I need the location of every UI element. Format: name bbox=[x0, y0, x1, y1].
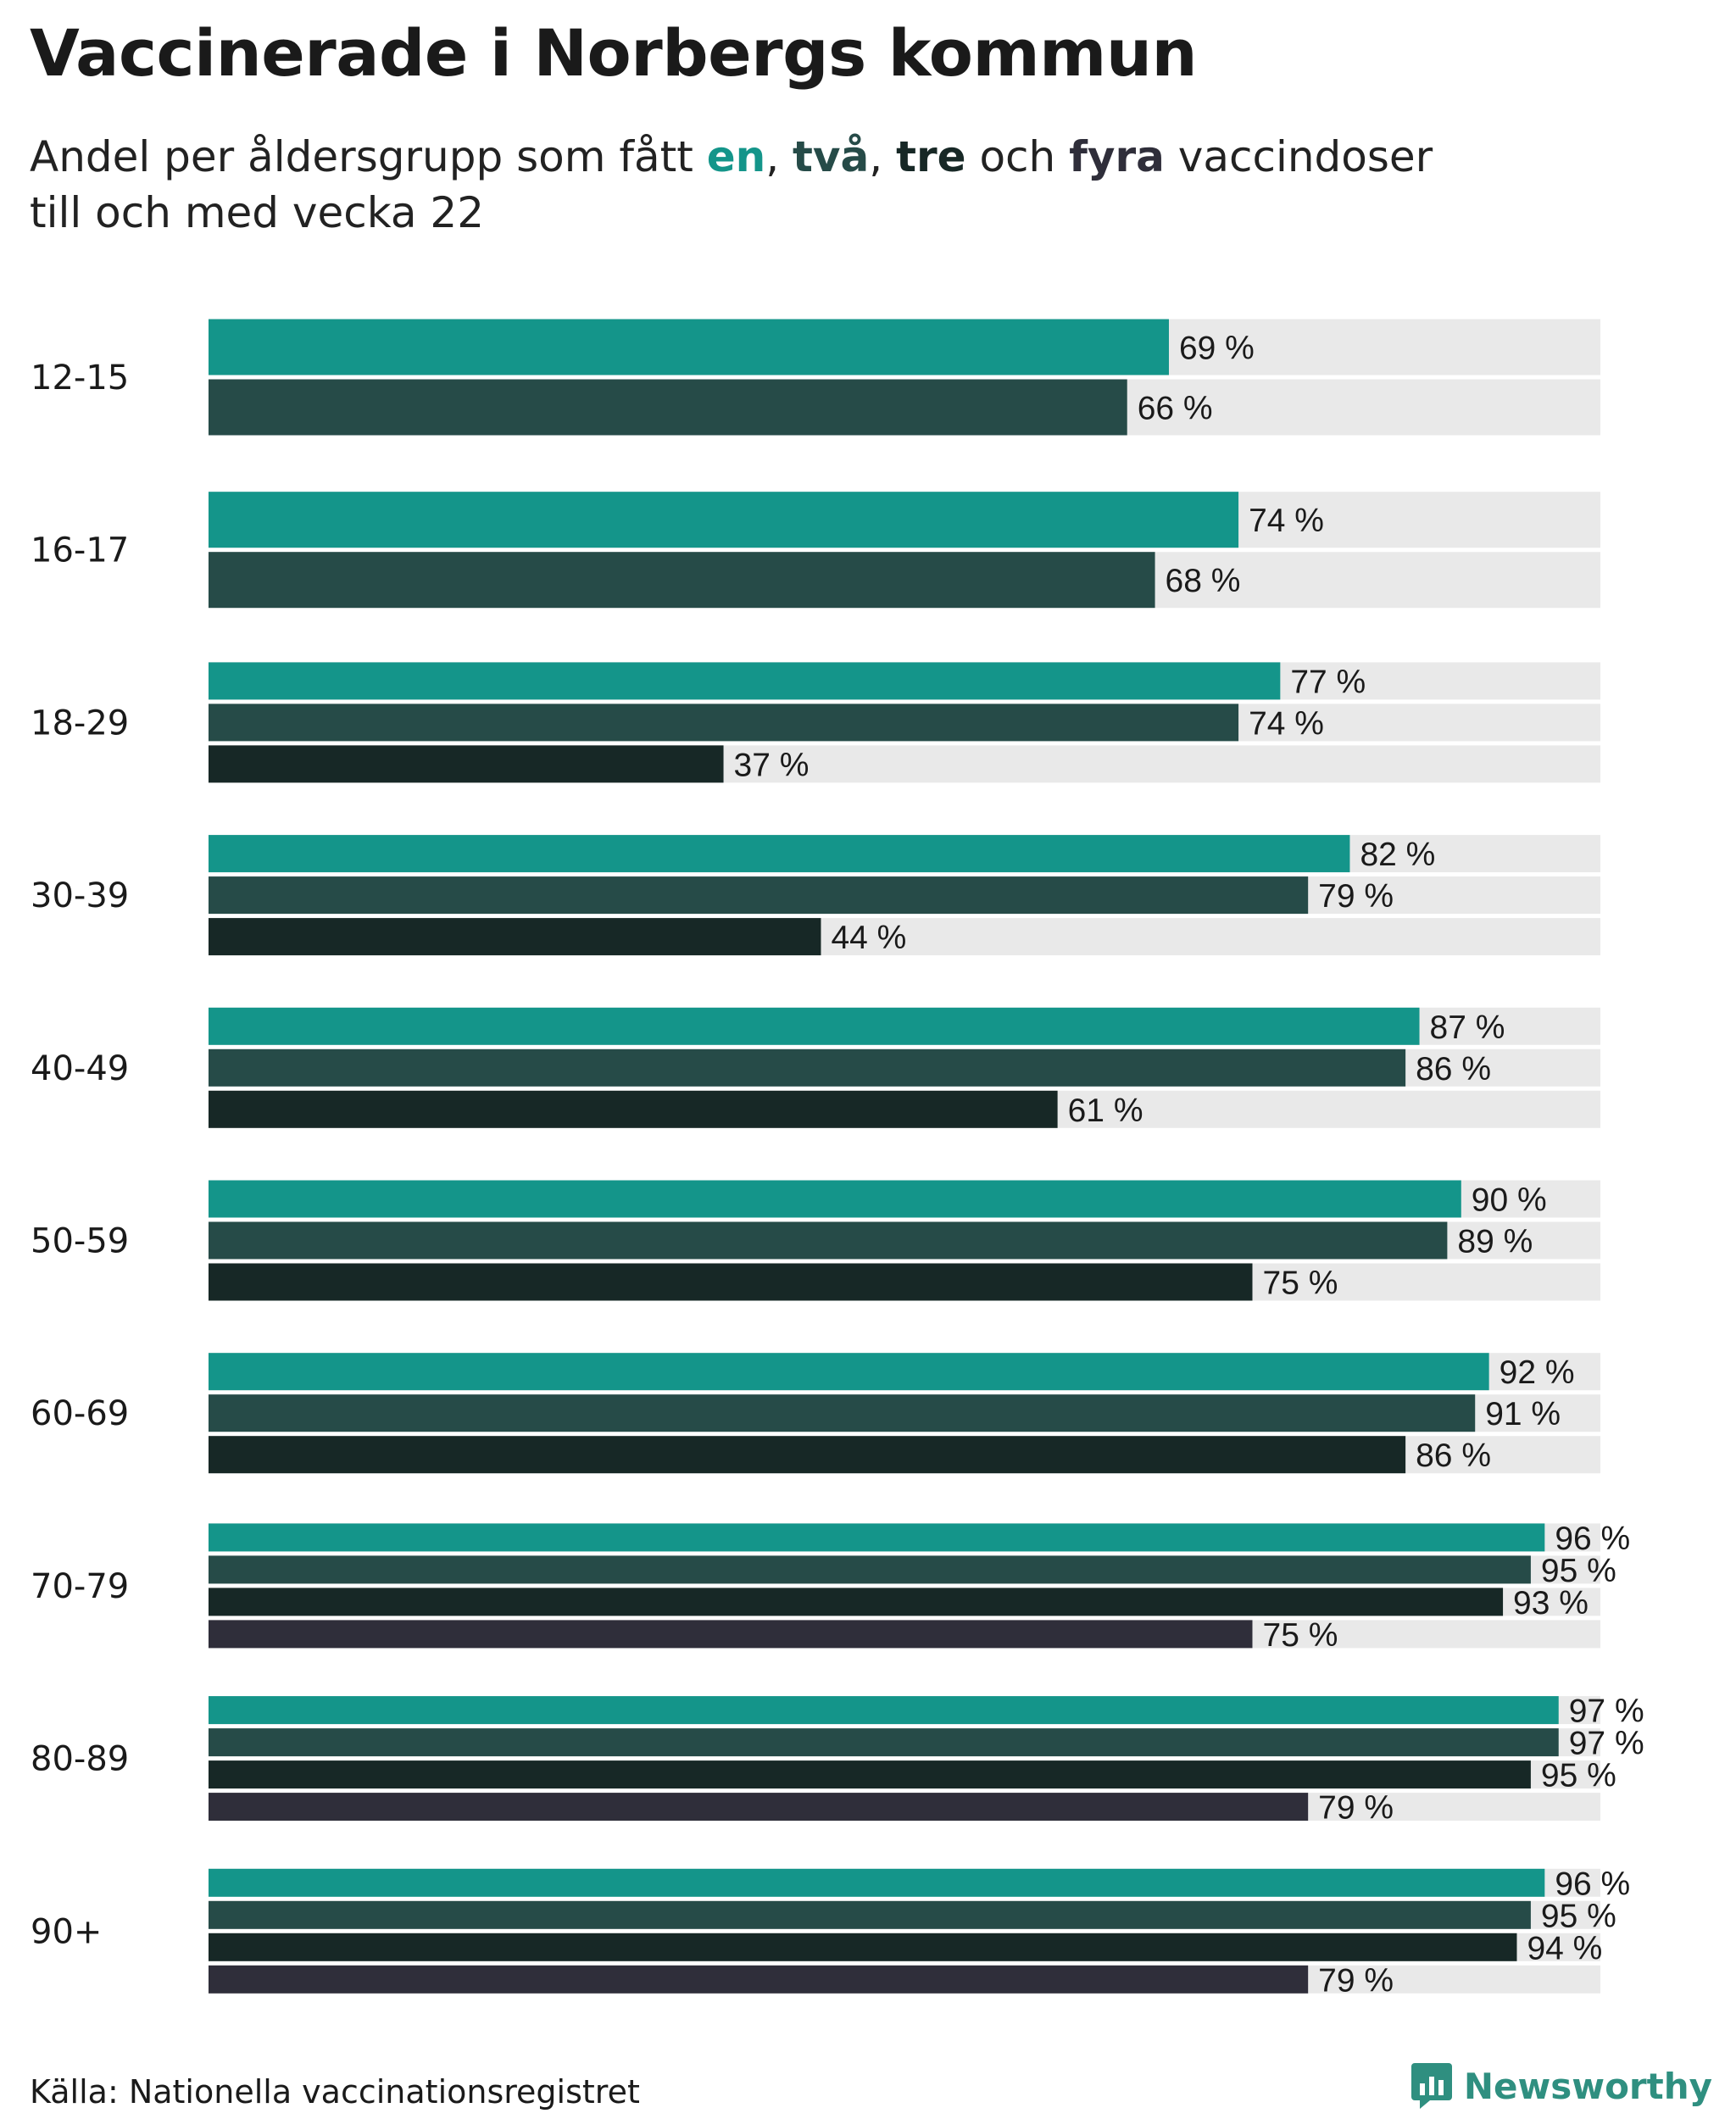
subtitle-line2: till och med vecka 22 bbox=[30, 188, 485, 237]
bar-fyra bbox=[209, 1965, 1309, 1994]
category-label: 40-49 bbox=[31, 1049, 129, 1088]
bar-en bbox=[209, 1007, 1420, 1045]
newsworthy-logo-icon bbox=[1410, 2063, 1452, 2109]
bar-tre bbox=[209, 918, 821, 956]
bar-två bbox=[209, 1221, 1448, 1260]
category-label: 18-29 bbox=[31, 704, 129, 742]
value-label: 79 % bbox=[1318, 1790, 1394, 1827]
bar-en bbox=[209, 1696, 1559, 1725]
value-label: 75 % bbox=[1263, 1265, 1338, 1302]
subtitle-sep: , bbox=[765, 132, 793, 181]
value-label: 89 % bbox=[1457, 1224, 1533, 1260]
value-label: 97 % bbox=[1569, 1694, 1644, 1730]
bar-en bbox=[209, 1868, 1545, 1897]
bar-två bbox=[209, 1394, 1476, 1432]
category-label: 50-59 bbox=[31, 1222, 129, 1261]
category-label: 12-15 bbox=[31, 359, 129, 398]
category-label: 30-39 bbox=[31, 876, 129, 915]
value-label: 91 % bbox=[1485, 1396, 1561, 1432]
value-label: 37 % bbox=[734, 747, 810, 783]
bar-tre bbox=[209, 1933, 1517, 1961]
legend-tva: två bbox=[793, 132, 870, 181]
category-label: 70-79 bbox=[31, 1567, 129, 1606]
bar-tre bbox=[209, 1090, 1058, 1128]
category-label: 80-89 bbox=[31, 1740, 129, 1779]
chart-title: Vaccinerade i Norbergs kommun bbox=[30, 15, 1198, 91]
bar-fyra bbox=[209, 1793, 1309, 1821]
category-label: 60-69 bbox=[31, 1394, 129, 1433]
bar-två bbox=[209, 704, 1239, 742]
subtitle-text: Andel per åldersgrupp som fått bbox=[30, 132, 707, 181]
value-label: 92 % bbox=[1500, 1354, 1575, 1391]
value-label: 95 % bbox=[1541, 1898, 1616, 1934]
value-label: 90 % bbox=[1472, 1182, 1547, 1219]
value-label: 94 % bbox=[1527, 1930, 1602, 1966]
value-label: 95 % bbox=[1541, 1758, 1616, 1794]
value-label: 77 % bbox=[1290, 664, 1366, 700]
value-label: 79 % bbox=[1318, 878, 1394, 915]
bar-en bbox=[209, 1523, 1545, 1552]
value-label: 87 % bbox=[1430, 1009, 1505, 1046]
value-label: 44 % bbox=[831, 920, 906, 956]
value-label: 79 % bbox=[1318, 1962, 1394, 1999]
bar-två bbox=[209, 1048, 1406, 1087]
source-note: Källa: Nationella vaccinationsregistret bbox=[30, 2073, 640, 2111]
bar-tre bbox=[209, 1588, 1504, 1616]
value-label: 86 % bbox=[1416, 1438, 1491, 1474]
bar-en bbox=[209, 1180, 1461, 1218]
value-label: 61 % bbox=[1068, 1093, 1143, 1129]
value-label: 74 % bbox=[1249, 705, 1324, 742]
bar-två bbox=[209, 552, 1155, 609]
value-label: 96 % bbox=[1555, 1866, 1630, 1902]
subtitle-sep: , bbox=[869, 132, 897, 181]
legend-en: en bbox=[706, 132, 766, 181]
bar-två bbox=[209, 1900, 1531, 1929]
bar-en bbox=[209, 1353, 1489, 1391]
value-label: 97 % bbox=[1569, 1726, 1644, 1762]
value-label: 66 % bbox=[1138, 391, 1213, 427]
category-label: 16-17 bbox=[31, 531, 129, 570]
legend-fyra: fyra bbox=[1069, 132, 1165, 181]
value-label: 86 % bbox=[1416, 1051, 1491, 1087]
brand-name: Newsworthy bbox=[1463, 2065, 1712, 2107]
subtitle-text: vaccindoser bbox=[1164, 132, 1433, 181]
category-label: 90+ bbox=[31, 1912, 102, 1951]
bar-tre bbox=[209, 745, 724, 783]
value-label: 69 % bbox=[1179, 331, 1255, 367]
bar-tre bbox=[209, 1436, 1406, 1474]
legend-tre: tre bbox=[896, 132, 966, 181]
bar-en bbox=[209, 492, 1239, 548]
bar-två bbox=[209, 876, 1309, 915]
bar-två bbox=[209, 1555, 1531, 1584]
chart-subtitle: Andel per åldersgrupp som fått en, två, … bbox=[30, 129, 1640, 241]
value-label: 68 % bbox=[1166, 563, 1241, 599]
value-label: 95 % bbox=[1541, 1553, 1616, 1589]
value-label: 74 % bbox=[1249, 503, 1324, 539]
value-label: 75 % bbox=[1263, 1617, 1338, 1654]
subtitle-sep: och bbox=[965, 132, 1070, 181]
value-label: 96 % bbox=[1555, 1521, 1630, 1557]
bar-en bbox=[209, 662, 1281, 700]
bar-en bbox=[209, 835, 1350, 873]
value-label: 93 % bbox=[1513, 1585, 1589, 1621]
bar-en bbox=[209, 319, 1169, 375]
bar-två bbox=[209, 379, 1127, 436]
bar-två bbox=[209, 1728, 1559, 1757]
bar-fyra bbox=[209, 1620, 1253, 1649]
bar-tre bbox=[209, 1263, 1253, 1301]
bar-tre bbox=[209, 1760, 1531, 1789]
brand: Newsworthy bbox=[1410, 2063, 1712, 2109]
value-label: 82 % bbox=[1360, 837, 1435, 873]
